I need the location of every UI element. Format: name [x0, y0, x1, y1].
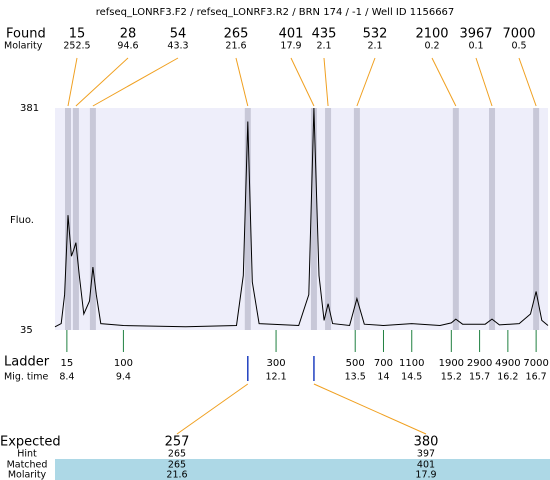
found-size: 435 — [312, 27, 337, 42]
peak-band — [452, 108, 459, 330]
ladder-size: 15 — [61, 358, 74, 369]
peak-band — [353, 108, 360, 330]
found-size: 28 — [120, 27, 137, 42]
found-connector — [323, 57, 329, 107]
found-size: 3967 — [459, 27, 492, 42]
found-connector — [290, 57, 315, 107]
ladder-time: 9.4 — [116, 372, 131, 383]
hint-size: 265 — [168, 449, 186, 460]
peak-band — [72, 108, 79, 330]
found-connector — [431, 57, 457, 107]
found-label: Found — [6, 27, 46, 42]
matched-size: 265 — [168, 460, 186, 471]
found-molarity: 17.9 — [280, 41, 301, 52]
found-connector — [356, 57, 376, 107]
peak-band — [310, 108, 317, 330]
y-tick-label: 381 — [20, 103, 39, 114]
ladder-label: Ladder — [4, 355, 50, 370]
expected-connector — [313, 383, 427, 435]
hint-label: Hint — [17, 449, 37, 460]
trace — [54, 107, 549, 328]
title: refseq_LONRF3.F2 / refseq_LONRF3.R2 / BR… — [96, 7, 455, 18]
ladder-time: 12.1 — [265, 372, 286, 383]
ladder-time: 14.5 — [401, 372, 422, 383]
peak-band — [533, 108, 540, 330]
ladder-size: 100 — [114, 358, 133, 369]
matched-label: Matched — [7, 460, 48, 471]
peak-band — [244, 108, 251, 330]
found-molarity-label: Molarity — [4, 41, 43, 52]
found-molarity: 21.6 — [225, 41, 246, 52]
ladder-time-label: Mig. time — [4, 372, 49, 383]
ladder-time: 16.2 — [497, 372, 518, 383]
found-molarity: 0.2 — [424, 41, 439, 52]
found-size: 7000 — [502, 27, 535, 42]
found-connector — [92, 57, 179, 107]
ladder-size: 7000 — [523, 358, 548, 369]
expected-size: 257 — [165, 435, 190, 450]
matched-band — [55, 459, 550, 480]
peak-band — [89, 108, 96, 330]
y-tick-label: 35 — [20, 325, 33, 336]
found-size: 15 — [69, 27, 86, 42]
expected-molarity: 17.9 — [415, 470, 436, 480]
found-connector — [518, 57, 537, 107]
matched-size: 401 — [417, 460, 435, 471]
ladder-size: 1100 — [399, 358, 424, 369]
ladder-time: 8.4 — [59, 372, 74, 383]
expected-label: Expected — [0, 435, 61, 450]
ladder-time: 15.7 — [469, 372, 490, 383]
found-connector — [75, 57, 129, 107]
expected-molarity-label: Molarity — [8, 470, 47, 480]
found-molarity: 43.3 — [167, 41, 188, 52]
ladder-size: 4900 — [495, 358, 520, 369]
expected-molarity: 21.6 — [166, 470, 187, 480]
found-molarity: 94.6 — [117, 41, 138, 52]
hint-size: 397 — [417, 449, 435, 460]
found-size: 532 — [363, 27, 388, 42]
peak-band — [325, 108, 332, 330]
found-size: 54 — [170, 27, 187, 42]
expected-size: 380 — [414, 435, 439, 450]
ladder-size: 2900 — [467, 358, 492, 369]
found-size: 265 — [224, 27, 249, 42]
found-size: 2100 — [415, 27, 448, 42]
found-connector — [475, 57, 493, 107]
ladder-time: 14 — [377, 372, 389, 383]
found-connector — [235, 57, 249, 107]
found-molarity: 2.1 — [316, 41, 331, 52]
peak-band — [489, 108, 496, 330]
ladder-size: 700 — [374, 358, 393, 369]
found-molarity: 252.5 — [63, 41, 90, 52]
ladder-time: 16.7 — [526, 372, 547, 383]
plot-area — [55, 108, 548, 330]
ladder-size: 1900 — [439, 358, 464, 369]
ladder-time: 15.2 — [441, 372, 462, 383]
found-molarity: 2.1 — [367, 41, 382, 52]
found-connector — [67, 57, 78, 107]
y-label: Fluo. — [10, 215, 34, 226]
found-molarity: 0.5 — [511, 41, 526, 52]
ladder-time: 13.5 — [345, 372, 366, 383]
ladder-size: 300 — [267, 358, 286, 369]
found-molarity: 0.1 — [468, 41, 483, 52]
expected-connector — [176, 383, 249, 435]
found-size: 401 — [279, 27, 304, 42]
ladder-size: 500 — [346, 358, 365, 369]
